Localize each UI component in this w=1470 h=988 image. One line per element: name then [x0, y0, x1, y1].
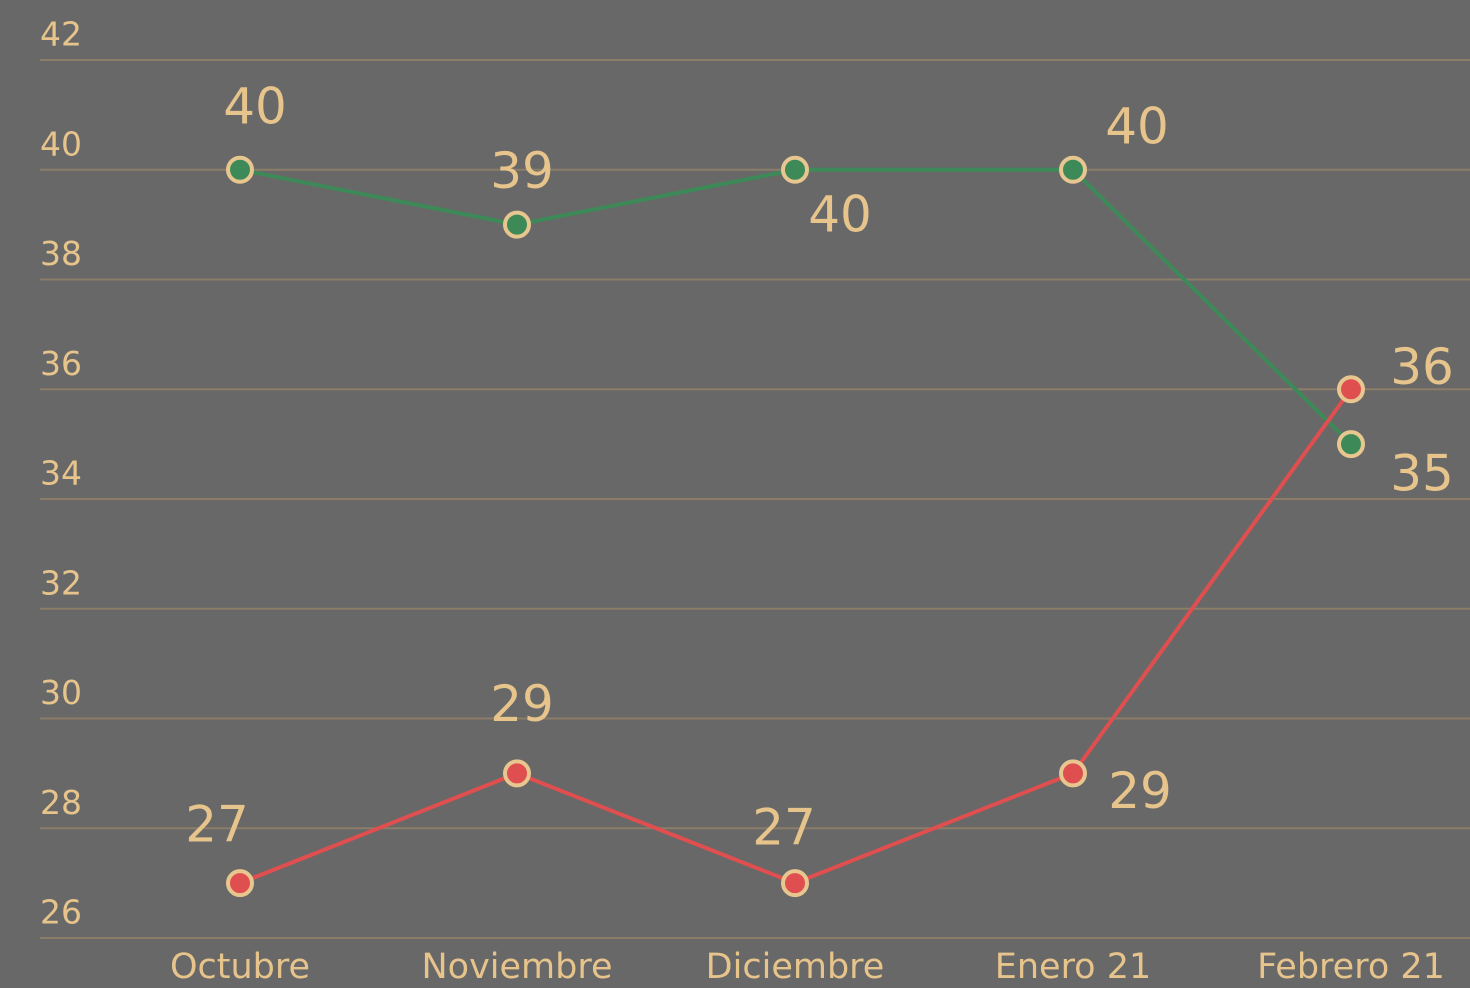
point: [226, 869, 254, 898]
y-tick-label: 34: [40, 454, 82, 493]
data-label: 40: [1105, 97, 1169, 155]
data-label: 27: [752, 799, 816, 857]
data-label: 39: [490, 142, 554, 200]
point: [1059, 759, 1087, 788]
y-tick-label: 28: [40, 783, 82, 822]
x-tick-label: Febrero 21: [1257, 947, 1445, 987]
point: [781, 869, 809, 898]
data-label: 36: [1390, 338, 1454, 396]
data-label: 27: [185, 796, 249, 854]
point: [781, 155, 809, 184]
y-tick-label: 36: [40, 344, 82, 383]
y-tick-label: 42: [40, 15, 82, 54]
point: [226, 155, 254, 184]
data-label: 35: [1390, 445, 1454, 503]
x-tick-label: Noviembre: [421, 947, 612, 987]
x-tick-label: Diciembre: [706, 947, 885, 987]
x-tick-label: Octubre: [170, 947, 310, 987]
series-line: [239, 167, 1353, 446]
point: [503, 759, 531, 788]
data-label: 40: [808, 185, 872, 243]
data-label: 29: [490, 675, 554, 733]
y-tick-label: 30: [40, 673, 82, 712]
data-label: 40: [223, 77, 287, 135]
y-tick-label: 40: [40, 124, 82, 163]
data-label: 29: [1108, 762, 1172, 820]
point: [503, 210, 531, 239]
x-tick-label: Enero 21: [995, 947, 1152, 987]
point: [1337, 375, 1365, 404]
y-tick-label: 38: [40, 234, 82, 273]
point: [1337, 430, 1365, 459]
point: [1059, 155, 1087, 184]
y-tick-label: 32: [40, 563, 82, 602]
y-tick-label: 26: [40, 893, 82, 932]
